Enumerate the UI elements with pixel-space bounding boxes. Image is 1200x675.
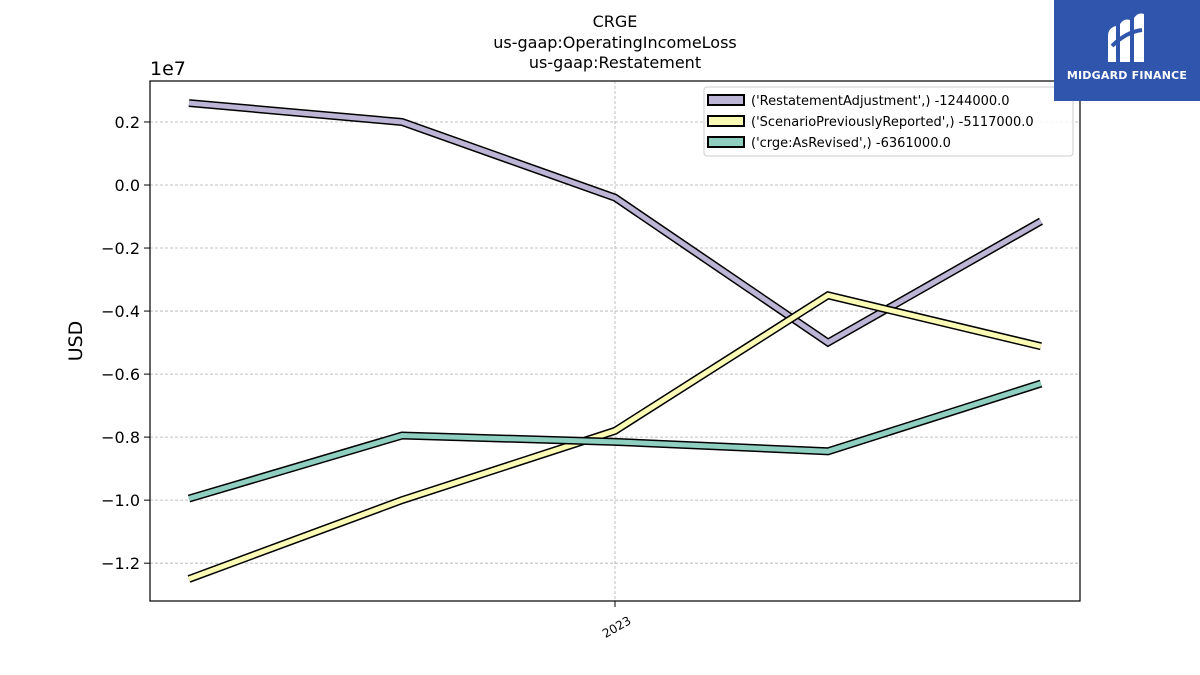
legend-swatch [707,136,745,148]
grid-lines [150,81,1080,601]
x-axis: 2023 [600,601,634,641]
legend-label: ('RestatementAdjustment',) -1244000.0 [751,94,1010,109]
legend-swatch [707,94,745,106]
chart-title-line-1: CRGE [593,12,638,31]
y-tick-label: −1.0 [101,491,140,510]
chart-title-line-3: us-gaap:Restatement [529,53,701,72]
series-line [188,381,1042,501]
logo-mark-icon [1108,13,1144,62]
y-tick-label: −0.2 [101,239,140,258]
legend-label: ('crge:AsRevised',) -6361000.0 [751,136,951,151]
y-axis: 0.2 0.0 −0.2 −0.4 −0.6 −0.8 −1.0 −1.2 [101,113,150,573]
legend-label: ('ScenarioPreviouslyReported',) -5117000… [751,115,1034,130]
logo-text: MIDGARD FINANCE [1066,69,1188,82]
series-line [188,100,1043,346]
chart-title-line-2: us-gaap:OperatingIncomeLoss [493,33,737,52]
y-tick-label: −1.2 [101,554,140,573]
brand-logo: MIDGARD FINANCE [1054,0,1200,101]
y-tick-label: −0.8 [101,428,140,447]
y-tick-label: −0.6 [101,365,140,384]
legend-box [703,86,1074,157]
x-tick-label: 2023 [600,613,633,640]
legend: ('RestatementAdjustment',) -1244000.0 ('S… [703,86,1074,157]
y-tick-label: −0.4 [101,302,140,321]
legend-swatch [707,115,745,127]
y-multiplier-label: 1e7 [150,58,186,80]
y-tick-label: 0.0 [115,176,140,195]
y-axis-label: USD [65,321,87,362]
series-lines [187,99,1043,583]
y-tick-label: 0.2 [115,113,140,132]
series-line [188,292,1042,582]
